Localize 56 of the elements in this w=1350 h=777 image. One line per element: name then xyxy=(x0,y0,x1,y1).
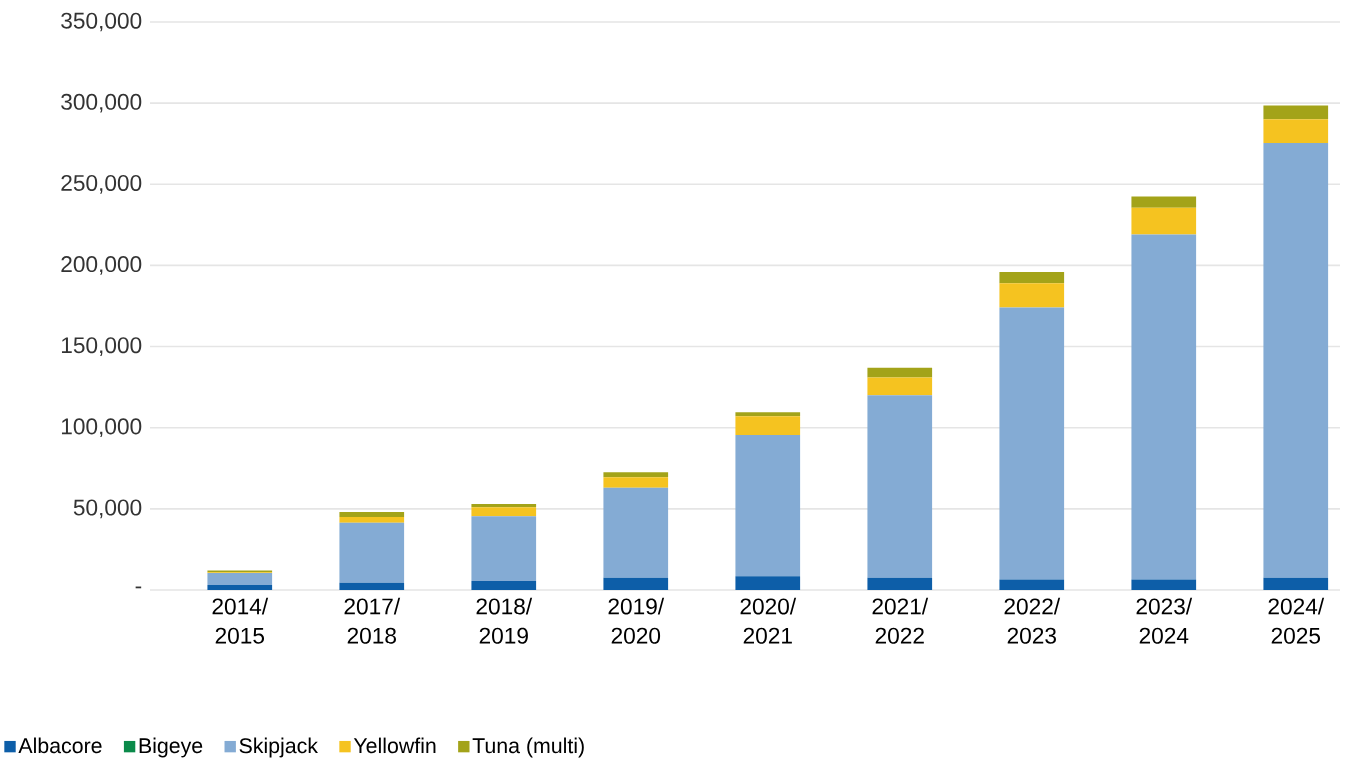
bar xyxy=(1263,119,1329,143)
bar xyxy=(603,577,669,590)
x-tick-label: 2014/ 2015 xyxy=(212,597,269,644)
y-tick-label: 150,000 xyxy=(61,337,142,356)
bar xyxy=(999,271,1065,284)
bar xyxy=(867,367,933,378)
bar xyxy=(867,577,933,590)
bar xyxy=(735,416,801,435)
x-tick-label: 2019/ 2020 xyxy=(608,597,665,644)
bar xyxy=(867,377,933,396)
x-tick-label: 2024/ 2025 xyxy=(1268,597,1325,644)
bar xyxy=(471,581,537,590)
bar xyxy=(999,283,1065,308)
bar xyxy=(999,307,1065,580)
bar xyxy=(735,435,801,577)
y-tick-label: - xyxy=(135,586,142,589)
bar xyxy=(207,572,273,586)
bar xyxy=(471,516,537,582)
bar xyxy=(1131,207,1197,235)
bar xyxy=(471,503,537,508)
bar xyxy=(867,395,933,578)
x-tick-label: 2022/ 2023 xyxy=(1004,597,1061,644)
bar xyxy=(1263,577,1329,590)
bar xyxy=(999,579,1065,590)
bar xyxy=(339,516,405,523)
y-tick-label: 50,000 xyxy=(73,499,142,519)
y-tick-label: 100,000 xyxy=(61,418,142,438)
legend-label: Tuna (multi) xyxy=(472,737,584,758)
bar xyxy=(603,487,669,578)
y-tick-label: 300,000 xyxy=(61,93,142,113)
bar xyxy=(339,582,405,590)
bar xyxy=(1131,196,1197,208)
x-tick-label: 2023/ 2024 xyxy=(1136,597,1193,644)
x-tick-label: 2017/ 2018 xyxy=(344,597,401,644)
legend-label: Yellowfin xyxy=(353,737,436,754)
y-tick-label: 250,000 xyxy=(61,174,142,194)
bar xyxy=(339,522,405,583)
bar xyxy=(1263,105,1329,120)
legend-label: Skipjack xyxy=(239,737,318,758)
bar xyxy=(339,512,405,517)
bar xyxy=(603,472,669,478)
bar xyxy=(1263,142,1329,578)
legend-label: Bigeye xyxy=(139,737,203,758)
bar xyxy=(1131,234,1197,580)
bar xyxy=(471,507,537,517)
y-tick-label: 350,000 xyxy=(61,12,142,32)
bar xyxy=(735,412,801,417)
x-tick-label: 2018/ 2019 xyxy=(476,597,533,644)
bar xyxy=(1131,579,1197,590)
bar xyxy=(603,477,669,488)
x-tick-label: 2020/ 2021 xyxy=(740,597,797,644)
legend-label: Albacore xyxy=(18,737,102,754)
x-tick-label: 2021/ 2022 xyxy=(872,597,929,644)
y-tick-label: 200,000 xyxy=(61,256,142,275)
bar xyxy=(735,576,801,590)
bar xyxy=(207,585,273,590)
